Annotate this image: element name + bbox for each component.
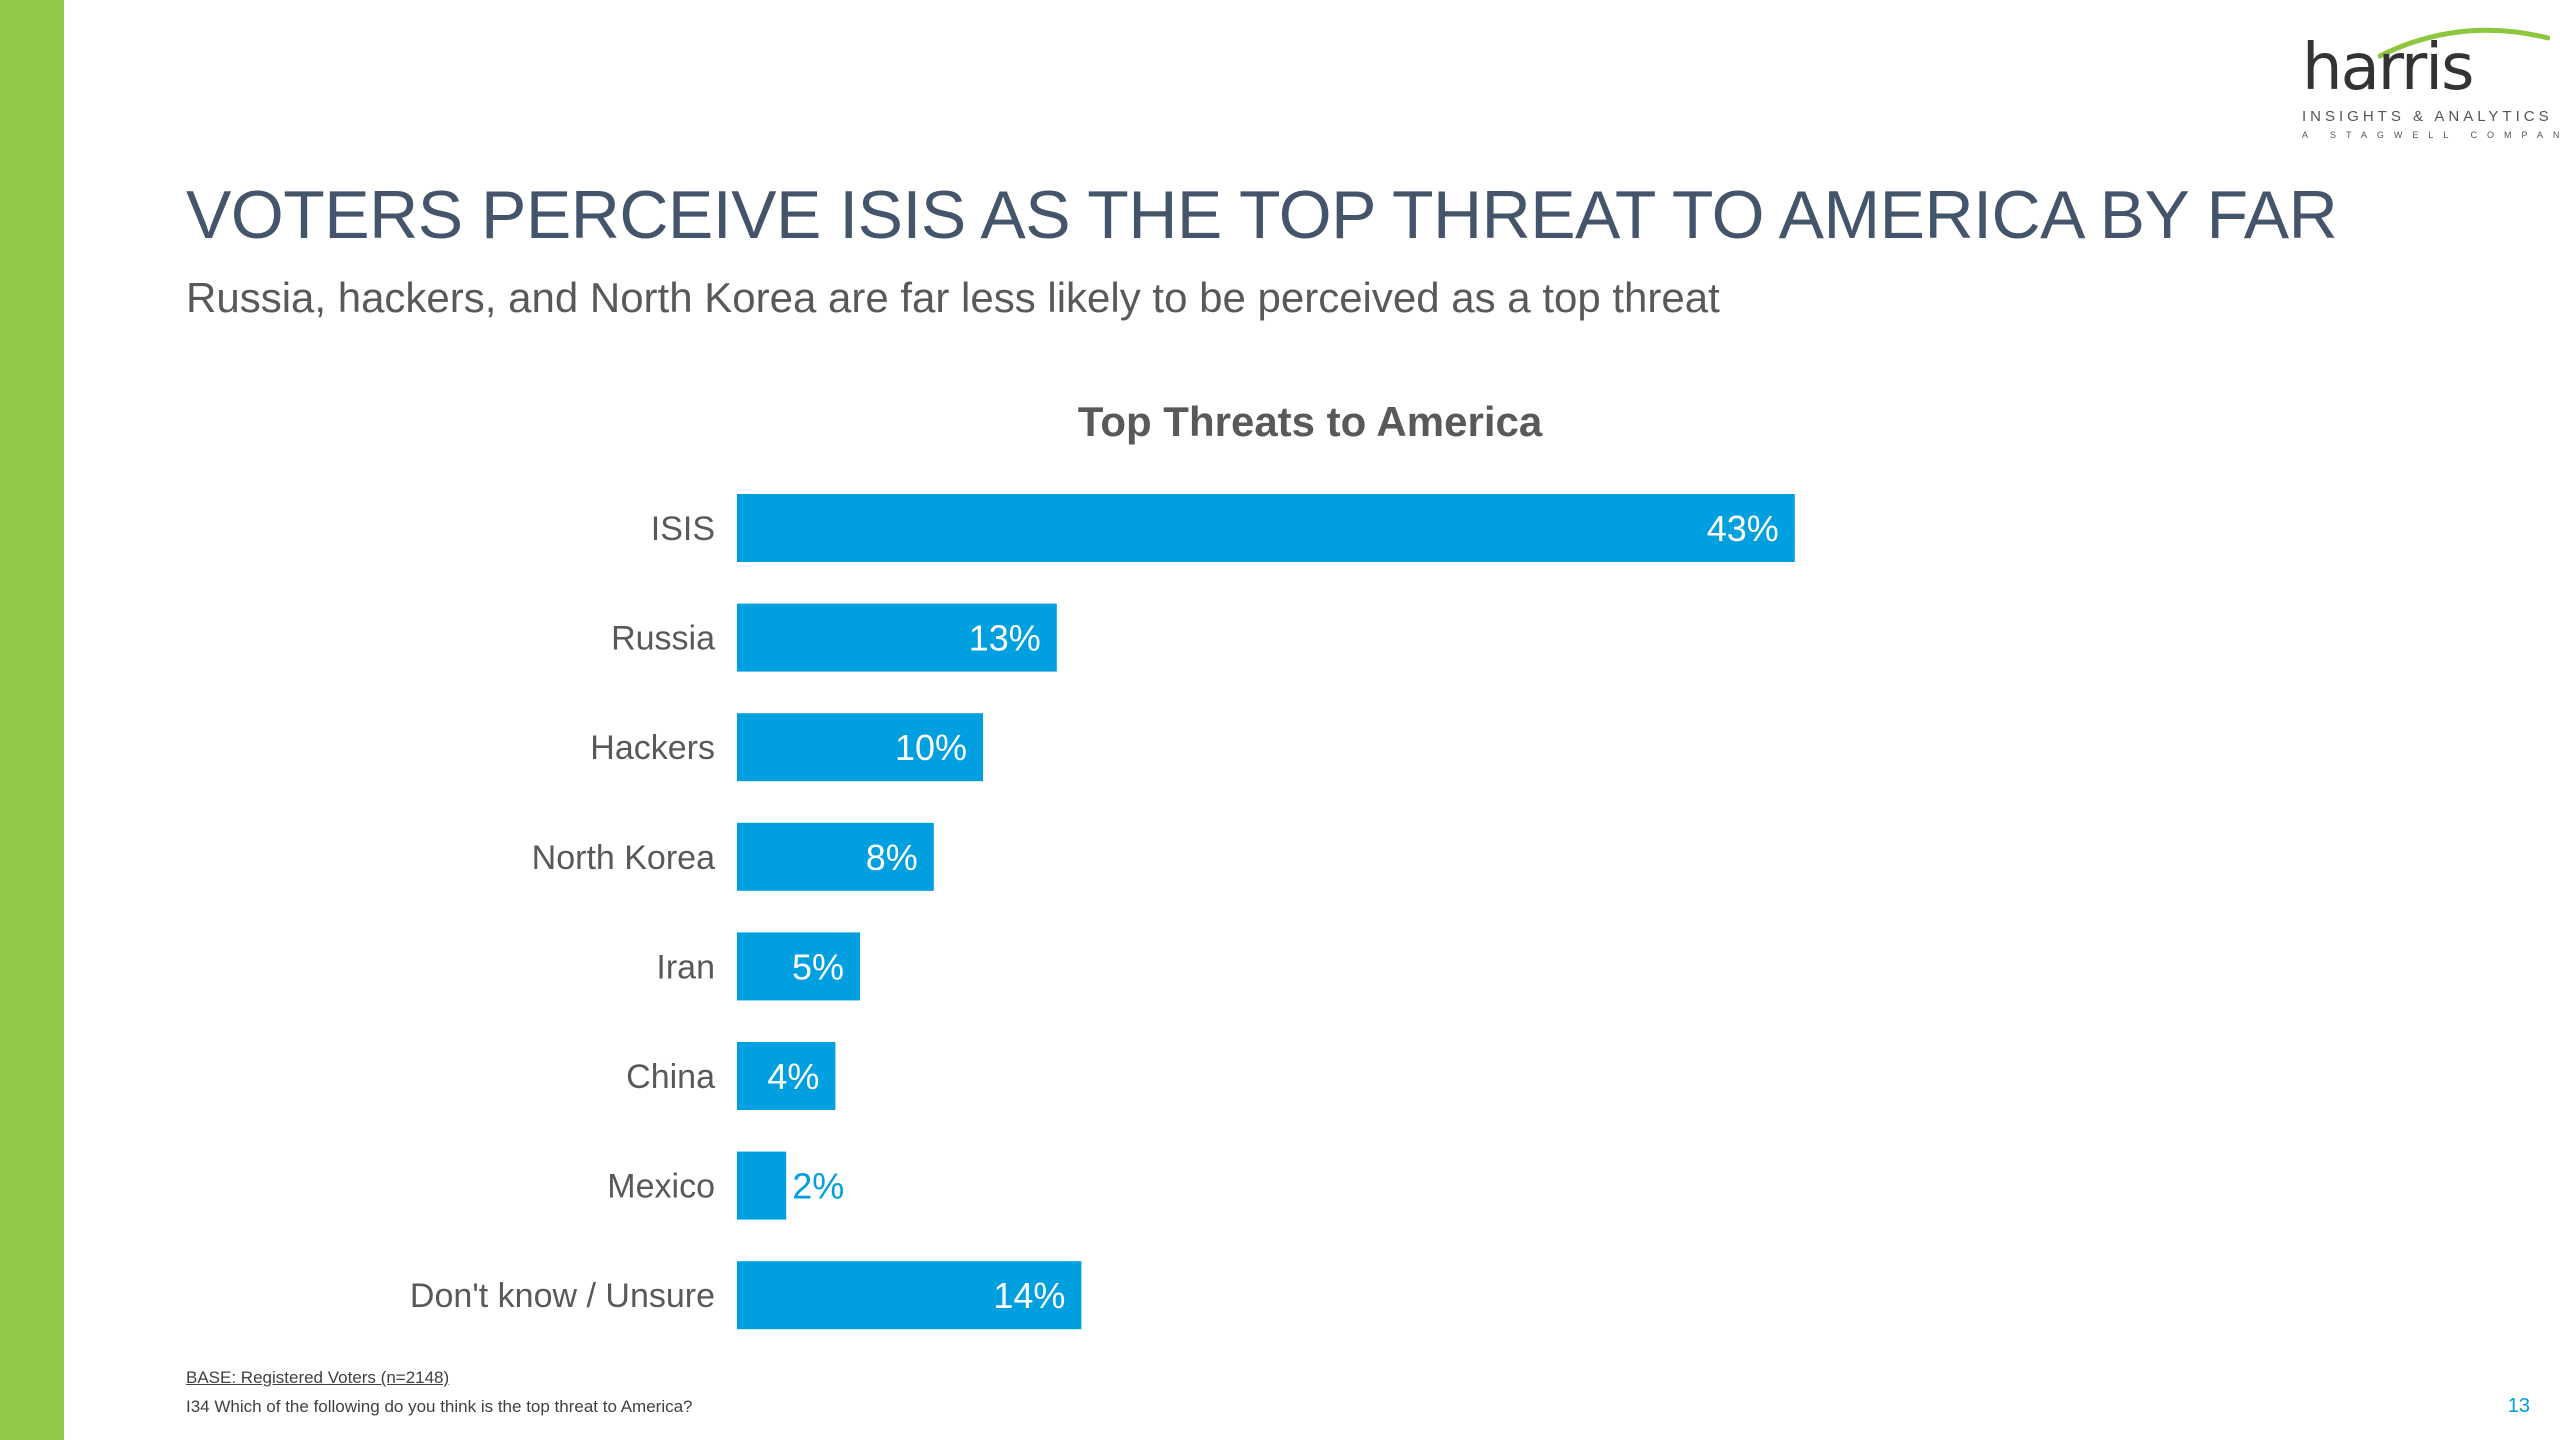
footnote-base: BASE: Registered Voters (n=2148) (186, 1368, 450, 1387)
page-title: VOTERS PERCEIVE ISIS AS THE TOP THREAT T… (186, 177, 2338, 253)
category-label: Iran (656, 948, 715, 986)
data-label: 4% (767, 1056, 819, 1097)
data-label: 43% (1707, 508, 1779, 549)
logo-subtag: A STAGWELL COMPANY (2302, 130, 2560, 140)
logo-wordmark: harris (2302, 31, 2474, 105)
harris-logo: harris INSIGHTS & ANALYTICS A STAGWELL C… (2290, 22, 2560, 152)
accent-bar (0, 0, 64, 1440)
bar-2 (737, 713, 983, 782)
data-label: 5% (792, 946, 844, 987)
bar-3 (737, 822, 934, 891)
logo-swoosh-icon (2377, 27, 2550, 59)
chart-title: Top Threats to America (1077, 398, 1543, 445)
category-label: China (626, 1058, 715, 1096)
data-label: 14% (993, 1275, 1065, 1316)
bar-1 (737, 603, 1057, 672)
category-label: ISIS (651, 510, 715, 548)
bar-6 (737, 1151, 787, 1220)
logo-tagline: INSIGHTS & ANALYTICS (2302, 108, 2553, 125)
bar-4 (737, 932, 860, 1001)
category-label: Russia (611, 620, 715, 658)
bar-5 (737, 1042, 836, 1110)
category-label: Don't know / Unsure (410, 1277, 715, 1315)
page-subtitle: Russia, hackers, and North Korea are far… (186, 274, 1720, 321)
footnote-question: I34 Which of the following do you think … (186, 1397, 693, 1416)
page-number: 13 (2507, 1395, 2530, 1417)
data-label: 8% (866, 837, 918, 878)
bar-0 (737, 494, 1795, 562)
data-label: 2% (792, 1166, 844, 1207)
bar-7 (737, 1261, 1082, 1330)
category-label: North Korea (532, 839, 715, 877)
data-label: 13% (969, 618, 1041, 659)
category-label: Mexico (607, 1168, 715, 1206)
data-label: 10% (895, 727, 967, 768)
category-label: Hackers (590, 729, 715, 767)
